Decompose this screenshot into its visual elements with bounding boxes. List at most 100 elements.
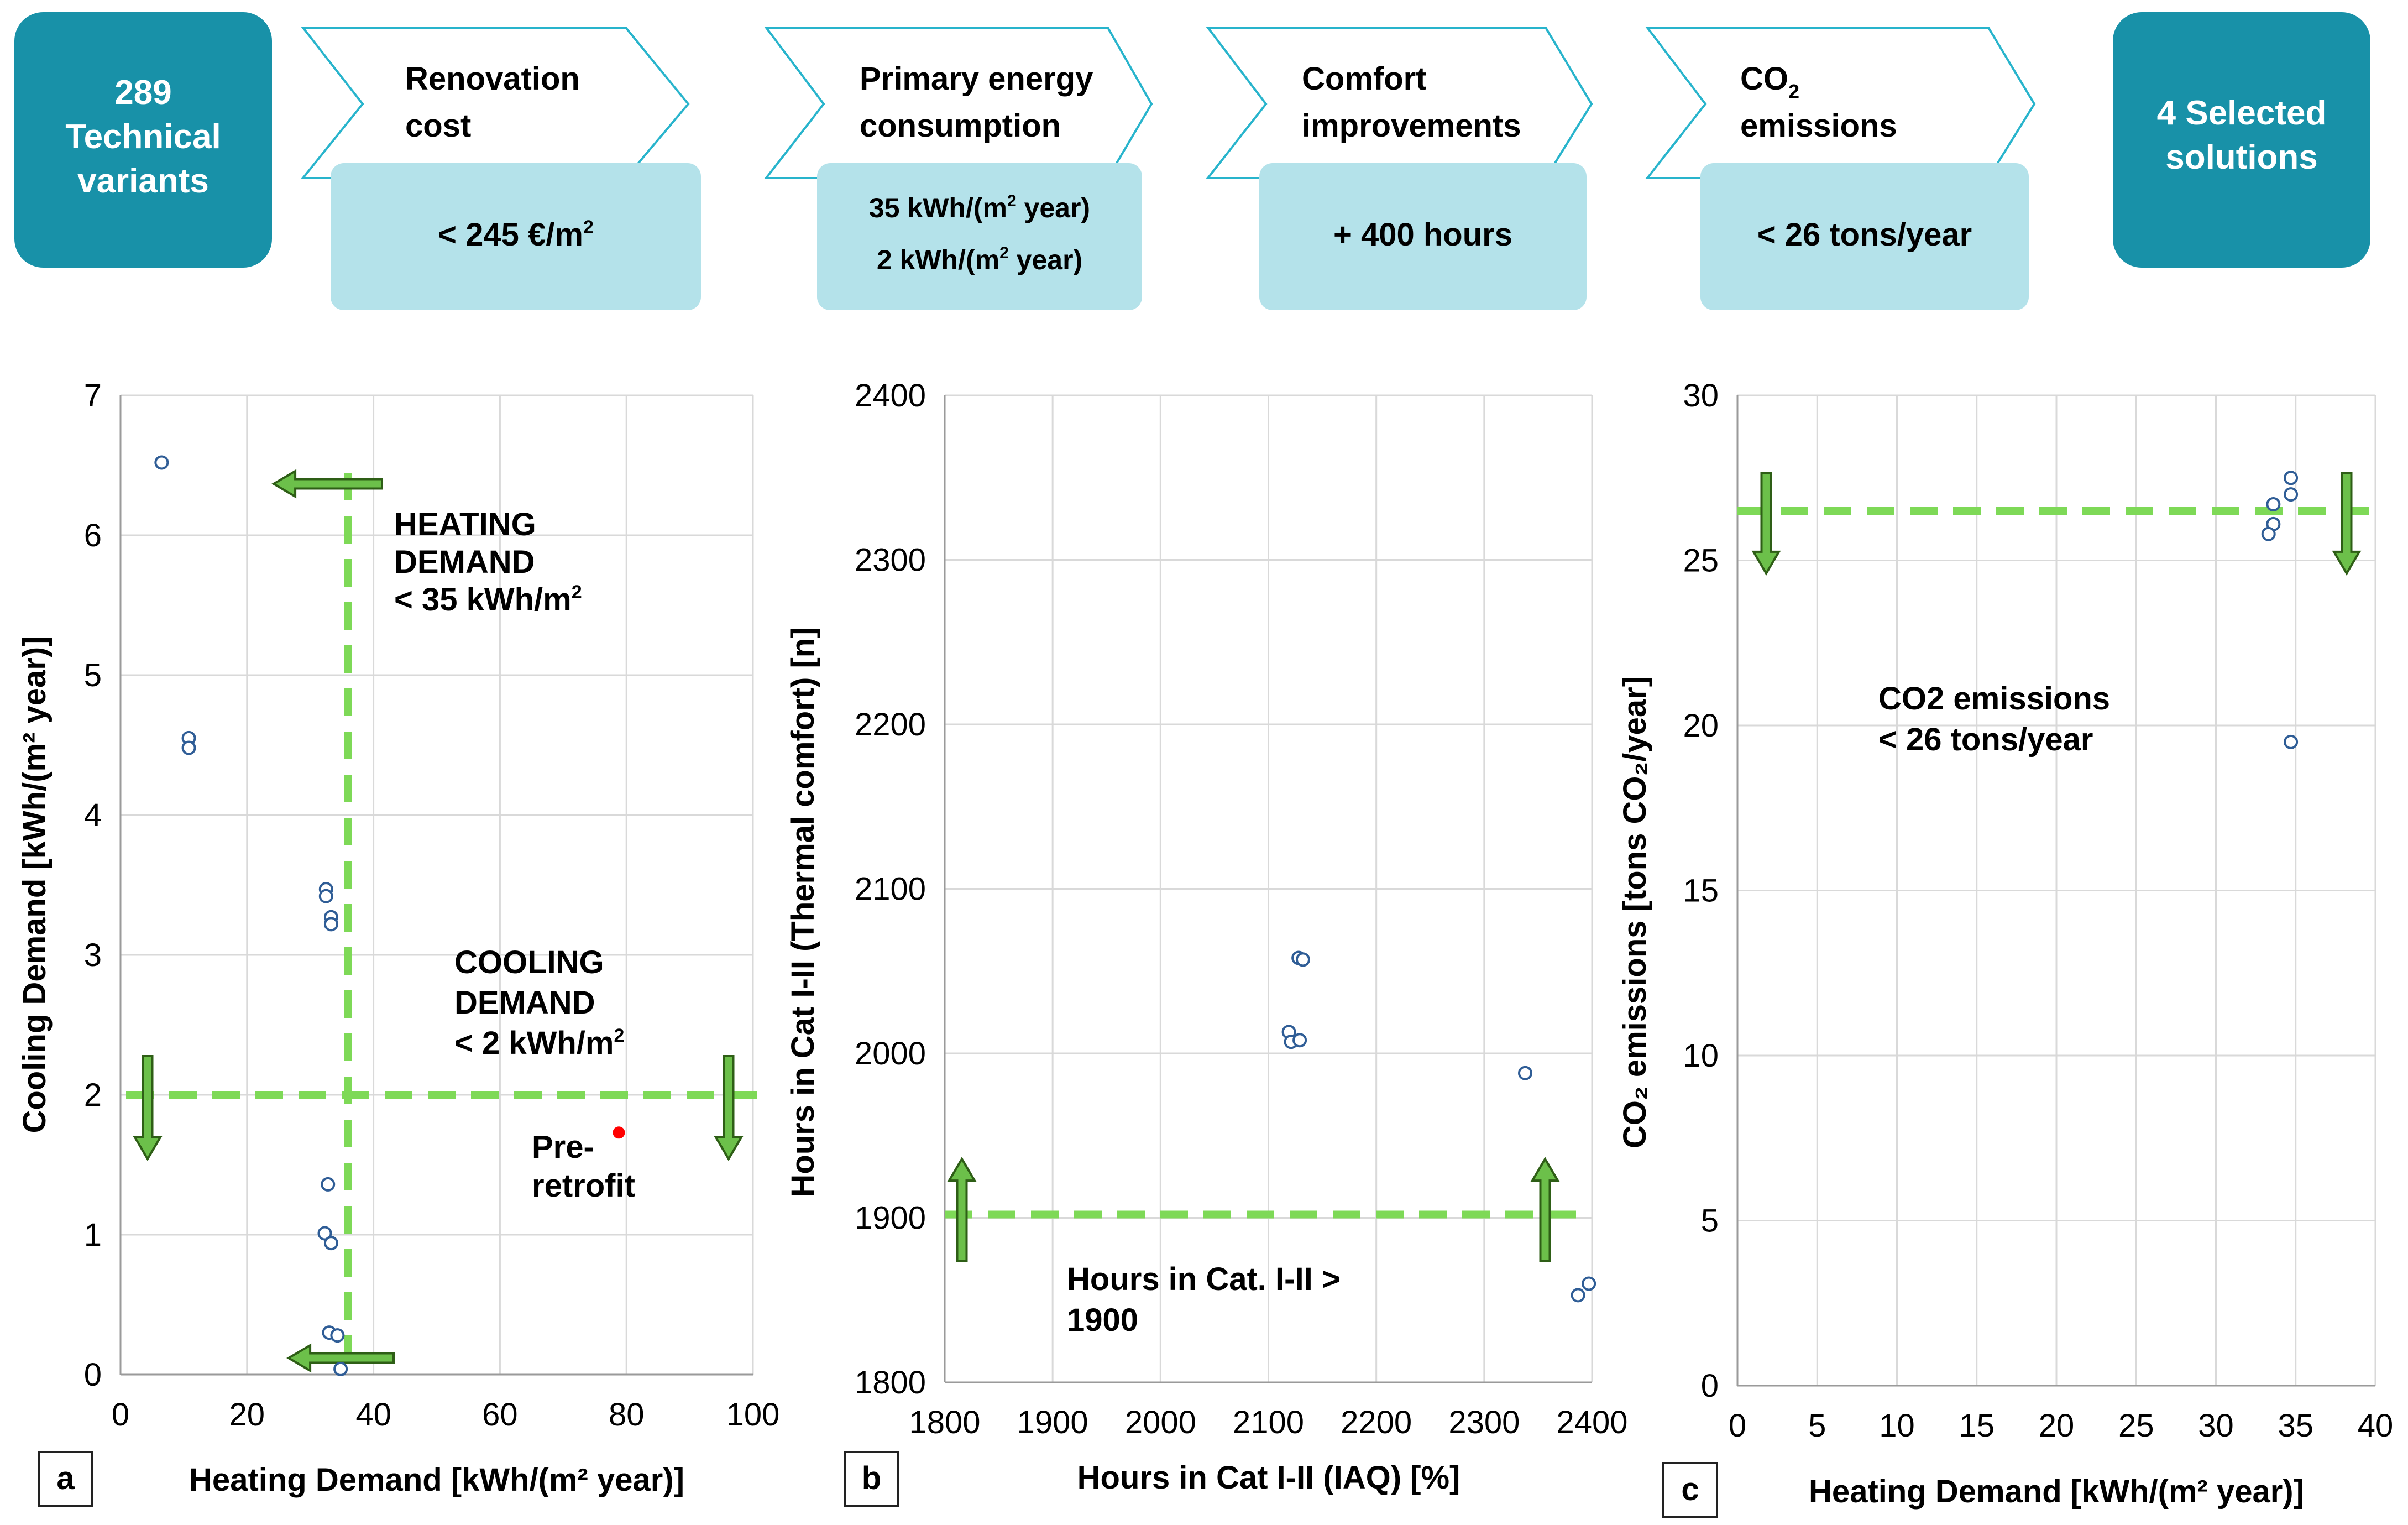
annotation-text: COOLING: [454, 944, 604, 980]
step-chevron: [1645, 27, 2036, 179]
data-point: [154, 455, 169, 470]
y-tick-label: 4: [84, 797, 102, 833]
annotation-text: retrofit: [532, 1168, 635, 1204]
annotation-text: < 2 kWh/m2: [454, 1025, 624, 1061]
y-tick-label: 5: [1701, 1203, 1719, 1239]
flow-start-line-2: Technical: [65, 118, 221, 156]
step-title-line-2: consumption: [860, 108, 1061, 144]
y-tick-label: 2200: [855, 707, 926, 743]
y-tick-label: 1: [84, 1217, 102, 1253]
y-tick-label: 6: [84, 518, 102, 553]
data-point: [181, 740, 196, 755]
annotation-text: Pre-: [532, 1129, 594, 1165]
flow-start-line-1: 289: [114, 74, 171, 112]
threshold-arrow-left: [286, 1343, 395, 1373]
criterion-value-line-2: 2 kWh/(m2 year): [877, 244, 1082, 275]
data-point: [318, 889, 333, 903]
criterion-box: [817, 163, 1142, 310]
annotation-text: < 26 tons/year: [1878, 722, 2093, 758]
chart-panel-c: 0 5 10 15 20 25 30 0 5 10 15 20 25 30 35 40 Heating Dema…: [1617, 378, 2394, 1518]
panel-label-box: [38, 1451, 93, 1507]
x-tick-label: 30: [2198, 1408, 2234, 1444]
y-tick-label: 15: [1683, 873, 1719, 909]
x-tick-label: 0: [1729, 1408, 1746, 1444]
data-point: [2266, 497, 2281, 512]
y-tick-label: 7: [84, 378, 102, 414]
x-tick-label: 2300: [1448, 1404, 1520, 1440]
x-tick-label: 60: [482, 1397, 518, 1433]
chart-panel-b: 1800 1900 2000 2100 2200 2300 2400 1800 1900 2000…: [785, 378, 1628, 1507]
y-tick-label: 0: [84, 1357, 102, 1393]
chart-panel-a: 0 1 2 3 4 5 6 7 0 20 40 60 80 100 Heating Demand [kWh/…: [17, 378, 780, 1507]
data-point: [2284, 471, 2299, 485]
threshold-arrow-left: [271, 469, 383, 499]
x-tick-label: 15: [1959, 1408, 1995, 1444]
y-tick-label: 30: [1683, 378, 1719, 414]
x-tick-label: 25: [2118, 1408, 2154, 1444]
data-point: [1582, 1276, 1596, 1291]
x-tick-label: 100: [726, 1397, 780, 1433]
y-axis-title: Hours in Cat I-II (Thermal comfort) [n]: [785, 627, 821, 1197]
x-axis-title: Heating Demand [kWh/(m² year)]: [1809, 1474, 2304, 1510]
y-tick-label: 2300: [855, 542, 926, 578]
x-axis-title: Heating Demand [kWh/(m² year)]: [189, 1462, 684, 1498]
flow-end-line-2: solutions: [2165, 138, 2318, 176]
annotation-text: DEMAND: [394, 544, 535, 580]
x-tick-label: 1900: [1017, 1404, 1088, 1440]
x-tick-label: 2200: [1341, 1404, 1412, 1440]
y-tick-label: 2400: [855, 378, 926, 414]
x-tick-label: 20: [2039, 1408, 2075, 1444]
data-point: [317, 1226, 332, 1241]
step-title-line-1: CO2: [1740, 61, 1799, 103]
flow-step-primary-energy: Primary energy consumption 35 kWh/(m2 ye…: [763, 27, 1153, 310]
data-point: [330, 1328, 345, 1343]
flow-step-comfort: Comfort improvements + 400 hours: [1205, 27, 1593, 310]
threshold-arrow-up: [947, 1157, 977, 1262]
flow-end-box: 4 Selected solutions: [2113, 12, 2370, 268]
y-tick-label: 2000: [855, 1036, 926, 1072]
step-title-line-2: improvements: [1302, 108, 1521, 144]
y-axis-title: CO₂ emissions [tons CO₂/year]: [1617, 676, 1653, 1148]
data-point: [323, 1236, 338, 1251]
data-point: [1292, 1033, 1307, 1048]
annotation-text: Hours in Cat. I-II >: [1067, 1261, 1341, 1297]
panel-label: a: [56, 1460, 75, 1496]
annotation-text: < 35 kWh/m2: [394, 582, 582, 618]
step-chevron: [300, 27, 690, 179]
step-chevron: [1205, 27, 1593, 179]
y-tick-label: 1900: [855, 1200, 926, 1236]
x-tick-label: 35: [2278, 1408, 2313, 1444]
criterion-box: [1700, 163, 2029, 310]
threshold-arrow-down: [2332, 472, 2362, 576]
y-tick-label: 25: [1683, 543, 1719, 579]
data-point: [1517, 1066, 1532, 1080]
step-title-line-1: Comfort: [1302, 61, 1427, 97]
step-title-line-2: cost: [405, 108, 471, 144]
annotation-text: DEMAND: [454, 985, 595, 1021]
threshold-arrow-down: [1751, 472, 1781, 576]
data-point: [2284, 734, 2299, 749]
flow-header: 289 Technical variants Renovation cost <…: [14, 12, 2370, 310]
y-tick-label: 20: [1683, 708, 1719, 744]
x-tick-label: 40: [2358, 1408, 2394, 1444]
panel-label: c: [1681, 1471, 1699, 1507]
step-title-line-1: Primary energy: [860, 61, 1093, 97]
threshold-arrow-down: [714, 1055, 744, 1161]
data-point: [323, 917, 338, 932]
y-tick-label: 2100: [855, 871, 926, 907]
x-tick-label: 10: [1879, 1408, 1915, 1444]
flow-step-co2: CO2 emissions < 26 tons/year: [1645, 27, 2036, 310]
criterion-value: + 400 hours: [1333, 217, 1512, 253]
data-point: [2284, 487, 2299, 502]
x-tick-label: 1800: [909, 1404, 980, 1440]
flow-start-line-3: variants: [77, 162, 209, 200]
y-tick-label: 0: [1701, 1368, 1719, 1404]
pre-retrofit-point: [613, 1126, 625, 1139]
y-tick-label: 5: [84, 657, 102, 693]
y-tick-label: 3: [84, 937, 102, 973]
x-tick-label: 40: [355, 1397, 391, 1433]
annotation-text: HEATING: [394, 506, 536, 542]
x-tick-label: 2100: [1233, 1404, 1304, 1440]
threshold-arrow-down: [133, 1055, 163, 1161]
